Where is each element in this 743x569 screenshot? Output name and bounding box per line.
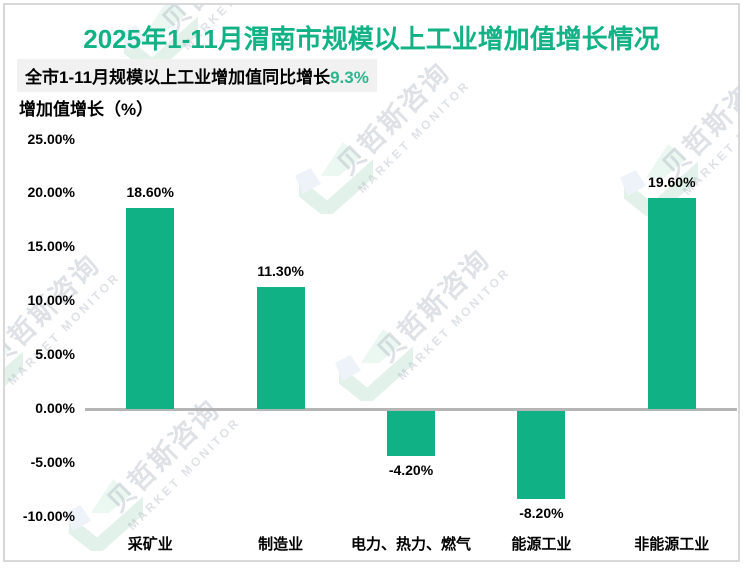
y-tick-label: -10.00% xyxy=(22,507,75,524)
category-label: 非能源工业 xyxy=(634,536,710,553)
category-label: 制造业 xyxy=(258,536,304,553)
y-tick-label: -5.00% xyxy=(30,453,75,470)
y-tick-label: 20.00% xyxy=(27,184,75,201)
bar-value-label: 19.60% xyxy=(648,173,696,190)
chart-title: 2025年1-11月渭南市规模以上工业增加值增长情况 xyxy=(83,24,660,54)
zero-axis-line xyxy=(85,408,737,411)
y-tick-label: 10.00% xyxy=(27,292,75,309)
category-label: 电力、热力、燃气 xyxy=(350,536,471,553)
bar xyxy=(387,411,435,457)
bar xyxy=(126,208,175,409)
y-tick-label: 0.00% xyxy=(35,400,75,416)
chart-subtitle: 全市1-11月规模以上工业增加值同比增长9.3% xyxy=(17,59,377,92)
watermark-en-text: MARKET MONITOR xyxy=(124,414,244,533)
watermark-logo-shape xyxy=(321,142,361,176)
bar xyxy=(647,197,696,409)
watermark-logo-icon xyxy=(295,142,377,220)
y-axis-title: 增加值增长（%） xyxy=(19,100,154,119)
bar-value-label: -8.20% xyxy=(519,505,564,522)
watermark-cn-text: 贝哲斯咨询 xyxy=(656,58,740,183)
subtitle-text: 全市1-11月规模以上工业增加值同比增长 xyxy=(25,68,331,87)
watermark-logo-shape xyxy=(361,329,401,363)
bar-value-label: 18.60% xyxy=(126,184,174,201)
watermark-logo-shape xyxy=(299,159,373,214)
watermark-logo-shape xyxy=(339,346,413,401)
y-tick-label: 25.00% xyxy=(27,130,75,147)
watermark-logo-shape xyxy=(335,355,361,381)
watermark-cn-text: 贝哲斯咨询 xyxy=(371,243,496,368)
bar xyxy=(517,411,566,500)
watermark-logo-shape xyxy=(91,479,131,513)
watermark-en-text: MARKET MONITOR xyxy=(394,264,514,383)
subtitle-growth-value: 9.3% xyxy=(330,68,369,87)
bar-value-label: -4.20% xyxy=(388,462,434,479)
watermark-en-text: MARKET MONITOR xyxy=(354,77,474,196)
watermark-en-text: MARKET MONITOR xyxy=(4,269,124,388)
category-label: 能源工业 xyxy=(511,536,572,553)
watermark-logo-icon xyxy=(335,329,417,407)
y-tick-label: 5.00% xyxy=(35,346,75,363)
y-tick-label: 15.00% xyxy=(27,238,75,255)
bar-value-label: 11.30% xyxy=(257,263,304,280)
watermark-logo-shape xyxy=(295,168,321,194)
bar xyxy=(256,287,305,409)
chart-frame: 2025年1-11月渭南市规模以上工业增加值增长情况 全市1-11月规模以上工业… xyxy=(3,3,740,562)
category-label: 采矿业 xyxy=(127,536,173,553)
